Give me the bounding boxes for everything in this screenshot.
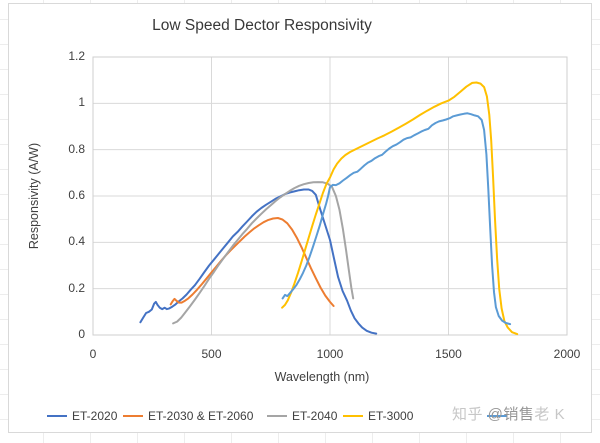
y-tick-label: 0: [78, 327, 85, 341]
legend-line-swatch: [487, 415, 507, 417]
legend-label: ET-3000: [368, 409, 414, 423]
y-axis-title: Responsivity (A/W): [27, 142, 41, 250]
y-tick-label: 1: [78, 95, 85, 110]
legend-label: ET-2020: [72, 409, 118, 423]
legend-line-swatch: [123, 415, 143, 417]
series-line-et-2030-et-2060: [169, 217, 335, 307]
x-tick-label: 0: [89, 347, 97, 361]
y-tick-label: 0.4: [68, 234, 85, 249]
legend-item-et-2040: ET-2040: [267, 408, 337, 424]
series-line-et-2020: [139, 188, 378, 335]
plot-border: [92, 56, 568, 336]
y-tick-label: 0.2: [68, 280, 85, 295]
legend-item-et-2030-et-2060: ET-2030 & ET-2060: [123, 408, 253, 424]
legend-line-swatch: [343, 415, 363, 417]
series-line-et-2040: [172, 181, 355, 325]
x-tick-label: 2000: [553, 347, 581, 361]
legend-line-swatch: [47, 415, 67, 417]
x-tick-label: 500: [201, 347, 222, 361]
series-line-et-3000: [281, 81, 519, 336]
x-tick-label: 1500: [435, 347, 462, 361]
x-axis-title: Wavelength (nm): [274, 370, 370, 384]
legend-line-swatch: [267, 415, 287, 417]
x-tick-label: 1000: [316, 347, 344, 361]
legend-item-et-3000: ET-3000: [343, 408, 413, 424]
y-tick-label: 0.8: [68, 141, 85, 156]
y-tick-label: 0.6: [68, 188, 85, 202]
legend-item-et-2020: ET-2020: [47, 408, 117, 424]
legend-label: ET-2040: [292, 409, 338, 423]
legend-item-obscured: [487, 408, 512, 424]
legend-label: ET-2030 & ET-2060: [148, 409, 254, 423]
chart-title: Low Speed Dector Responsivity: [152, 17, 372, 34]
y-tick-label: 1.2: [68, 49, 85, 63]
series-line-obscured-4: [281, 112, 512, 326]
